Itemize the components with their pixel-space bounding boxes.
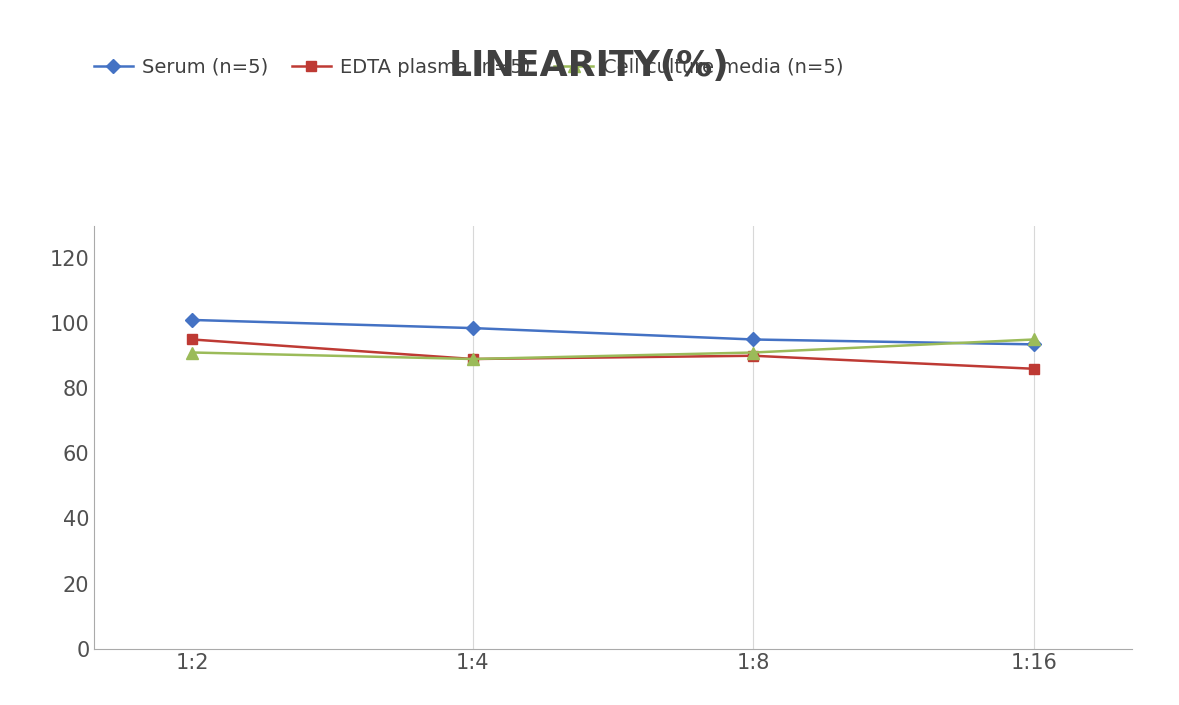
- Legend: Serum (n=5), EDTA plasma (n=5), Cell culture media (n=5): Serum (n=5), EDTA plasma (n=5), Cell cul…: [93, 58, 843, 77]
- Text: LINEARITY(%): LINEARITY(%): [449, 49, 730, 83]
